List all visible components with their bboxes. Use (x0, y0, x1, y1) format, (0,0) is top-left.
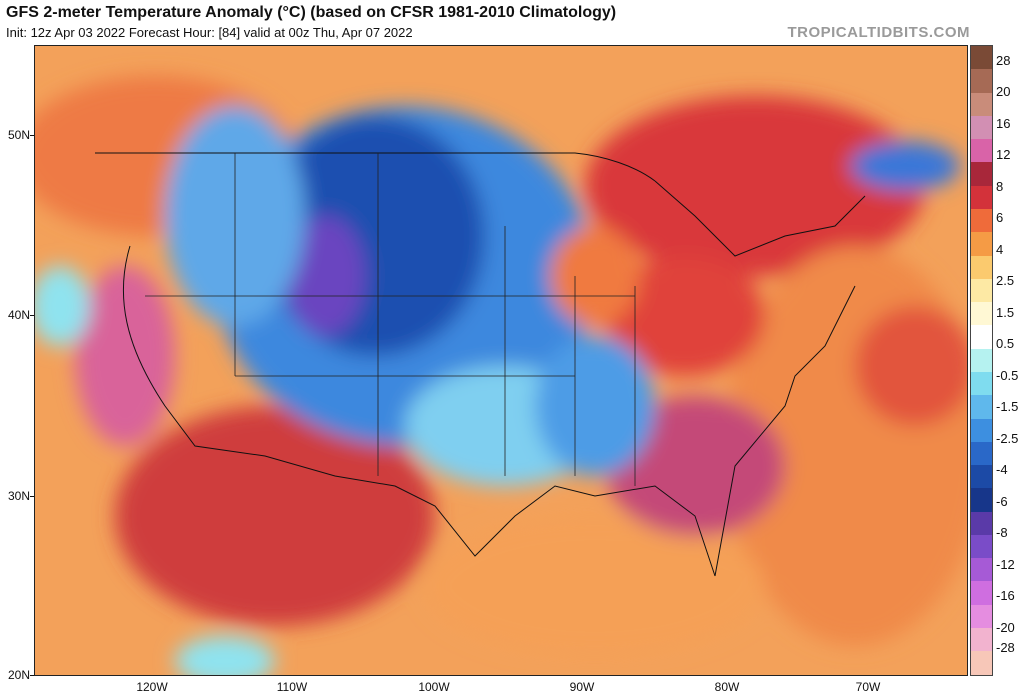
colorbar-label: -28 (996, 640, 1024, 655)
colorbar-segment (971, 162, 992, 185)
temperature-anomaly-map (34, 45, 968, 676)
colorbar-label: 16 (996, 116, 1024, 131)
colorbar-segment (971, 465, 992, 488)
colorbar (970, 45, 993, 676)
colorbar-segment (971, 139, 992, 162)
lon-label-80w: 80W (707, 680, 747, 694)
colorbar-segment (971, 581, 992, 604)
mississippi-cold-tongue (535, 336, 655, 476)
lon-label-70w: 70W (848, 680, 888, 694)
lat-label-30n: 30N (0, 489, 30, 503)
colorbar-segment (971, 349, 992, 372)
colorbar-label: -4 (996, 462, 1024, 477)
lat-label-50n: 50N (0, 128, 30, 142)
colorbar-label: -12 (996, 557, 1024, 572)
colorbar-segment (971, 302, 992, 325)
colorbar-segment (971, 325, 992, 348)
lat-tick (30, 135, 34, 136)
great-lakes-warm (550, 226, 640, 326)
brand-watermark: TROPICALTIDBITS.COM (787, 24, 970, 41)
colorbar-segment (971, 628, 992, 651)
map-subtitle: Init: 12z Apr 03 2022 Forecast Hour: [84… (6, 25, 413, 40)
lat-label-40n: 40N (0, 308, 30, 322)
colorbar-segment (971, 535, 992, 558)
colorbar-segment (971, 442, 992, 465)
california-pink-region (75, 266, 175, 446)
colorbar-label: -0.5 (996, 368, 1024, 383)
colorbar-label: -6 (996, 494, 1024, 509)
colorbar-label: 20 (996, 84, 1024, 99)
colorbar-segment (971, 395, 992, 418)
colorbar-segment (971, 512, 992, 535)
colorbar-segment (971, 372, 992, 395)
lat-tick (30, 675, 34, 676)
colorbar-segment (971, 279, 992, 302)
lat-tick (30, 315, 34, 316)
colorbar-segment (971, 488, 992, 511)
colorbar-segment (971, 116, 992, 139)
lon-label-100w: 100W (414, 680, 454, 694)
colorbar-label: -16 (996, 588, 1024, 603)
colorbar-label: 6 (996, 210, 1024, 225)
colorbar-segment (971, 186, 992, 209)
colorbar-segment (971, 46, 992, 69)
colorbar-segment (971, 558, 992, 581)
colorbar-label: 8 (996, 179, 1024, 194)
map-graphic (35, 46, 968, 676)
colorbar-label: 28 (996, 53, 1024, 68)
lon-label-90w: 90W (562, 680, 602, 694)
lat-tick (30, 496, 34, 497)
gulf-warm-region (425, 516, 765, 656)
lon-label-110w: 110W (272, 680, 312, 694)
lat-label-20n: 20N (0, 668, 30, 682)
colorbar-segment (971, 605, 992, 628)
colorbar-label: 0.5 (996, 336, 1024, 351)
map-title: GFS 2-meter Temperature Anomaly (°C) (ba… (6, 4, 616, 22)
colorbar-segment (971, 93, 992, 116)
colorbar-segment (971, 69, 992, 92)
quebec-cold-spot (850, 141, 960, 191)
colorbar-label: 1.5 (996, 305, 1024, 320)
colorbar-label: -2.5 (996, 431, 1024, 446)
colorbar-label: -1.5 (996, 399, 1024, 414)
colorbar-label: 2.5 (996, 273, 1024, 288)
colorbar-segment (971, 256, 992, 279)
colorbar-label: -8 (996, 525, 1024, 540)
lon-label-120w: 120W (132, 680, 172, 694)
colorbar-segment (971, 232, 992, 255)
colorbar-segment (971, 209, 992, 232)
colorbar-segment (971, 651, 992, 674)
colorbar-label: -20 (996, 620, 1024, 635)
colorbar-label: 12 (996, 147, 1024, 162)
colorbar-label: 4 (996, 242, 1024, 257)
colorbar-segment (971, 419, 992, 442)
